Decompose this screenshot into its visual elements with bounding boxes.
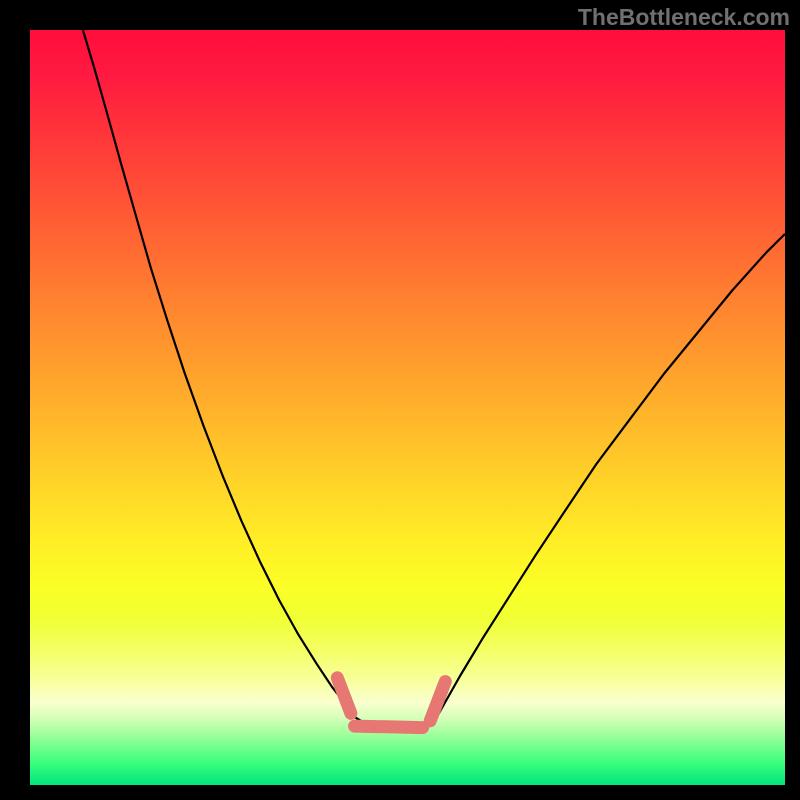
chart-container: TheBottleneck.com — [0, 0, 800, 800]
plot-background — [30, 30, 785, 785]
watermark-text: TheBottleneck.com — [578, 4, 790, 31]
bottleneck-chart — [0, 0, 800, 800]
highlight-segment — [355, 726, 423, 728]
